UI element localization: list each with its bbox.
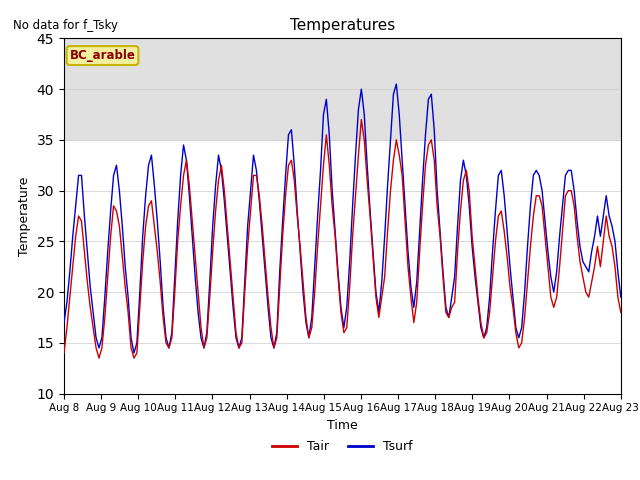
Text: No data for f_Tsky: No data for f_Tsky — [13, 19, 118, 32]
Text: BC_arable: BC_arable — [70, 49, 136, 62]
X-axis label: Time: Time — [327, 419, 358, 432]
Legend: Tair, Tsurf: Tair, Tsurf — [268, 435, 417, 458]
Title: Temperatures: Temperatures — [290, 18, 395, 33]
Bar — [64, 38, 621, 140]
Y-axis label: Temperature: Temperature — [18, 176, 31, 256]
